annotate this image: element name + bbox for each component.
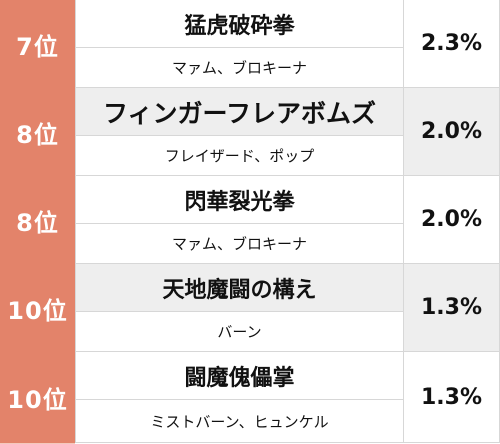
technique-users: ミストバーン、ヒュンケル <box>75 400 403 443</box>
technique-users: バーン <box>75 312 403 352</box>
ranking-row: 7位 猛虎破砕拳 マァム、ブロキーナ 2.3% <box>0 0 500 89</box>
vote-percentage: 1.3% <box>403 352 500 443</box>
technique-users: フレイザード、ポップ <box>75 136 403 176</box>
ranking-row: 10位 天地魔闘の構え バーン 1.3% <box>0 264 500 353</box>
rank-label: 10位 <box>0 352 75 444</box>
rank-label: 8位 <box>0 176 75 265</box>
rank-label: 10位 <box>0 264 75 353</box>
ranking-row: 10位 闘魔傀儡掌 ミストバーン、ヒュンケル 1.3% <box>0 352 500 444</box>
technique-name: 闘魔傀儡掌 <box>75 352 403 400</box>
ranking-row: 8位 フィンガーフレアボムズ フレイザード、ポップ 2.0% <box>0 88 500 177</box>
rank-label: 8位 <box>0 88 75 177</box>
technique-name: 猛虎破砕拳 <box>75 0 403 48</box>
technique-users: マァム、ブロキーナ <box>75 48 403 88</box>
vote-percentage: 2.0% <box>403 176 500 264</box>
technique-name: 天地魔闘の構え <box>75 264 403 312</box>
technique-name: フィンガーフレアボムズ <box>75 88 403 136</box>
vote-percentage: 1.3% <box>403 264 500 352</box>
vote-percentage: 2.0% <box>403 88 500 176</box>
vote-percentage: 2.3% <box>403 0 500 88</box>
rank-label: 7位 <box>0 0 75 89</box>
ranking-row: 8位 閃華裂光拳 マァム、ブロキーナ 2.0% <box>0 176 500 265</box>
technique-users: マァム、ブロキーナ <box>75 224 403 264</box>
technique-name: 閃華裂光拳 <box>75 176 403 224</box>
